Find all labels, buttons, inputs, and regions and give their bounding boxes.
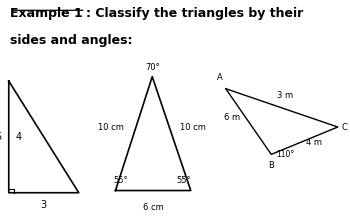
Text: : Classify the triangles by their: : Classify the triangles by their xyxy=(86,7,303,19)
Text: 5: 5 xyxy=(0,132,2,142)
Text: 6 m: 6 m xyxy=(224,113,240,122)
Text: 10 cm: 10 cm xyxy=(98,122,124,132)
Text: 55°: 55° xyxy=(113,176,128,185)
Text: A: A xyxy=(217,73,222,82)
Text: 6 cm: 6 cm xyxy=(142,203,163,212)
Text: sides and angles:: sides and angles: xyxy=(10,34,133,47)
Text: 4: 4 xyxy=(16,132,22,142)
Text: B: B xyxy=(268,161,274,170)
Text: Example 1: Example 1 xyxy=(10,7,83,19)
Text: 10 cm: 10 cm xyxy=(180,122,206,132)
Text: 4 m: 4 m xyxy=(306,138,322,147)
Text: C: C xyxy=(341,122,347,132)
Text: 3 m: 3 m xyxy=(277,91,293,100)
Text: 55°: 55° xyxy=(176,176,191,185)
Text: 3: 3 xyxy=(41,200,47,210)
Text: 110°: 110° xyxy=(276,150,295,159)
Text: 70°: 70° xyxy=(145,63,160,72)
